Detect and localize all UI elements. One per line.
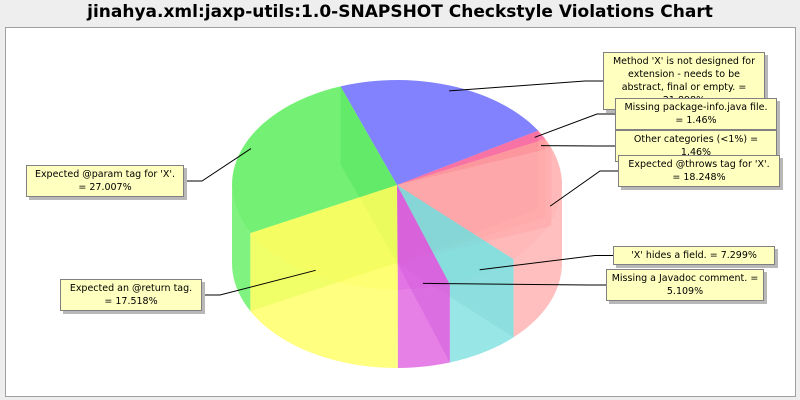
slice-label: Missing a Javadoc comment. = 5.109% [606,269,764,301]
leader-line-0 [449,80,603,92]
pie-slice-3 [397,147,562,260]
pie-slice-5 [397,185,450,290]
pie-slice-6 [250,185,398,290]
pie-top-faces [232,80,562,290]
pie-side-7 [232,185,251,312]
slice-label: Expected @param tag for 'X'. = 27.007% [26,165,184,197]
pie-side-4 [449,259,514,363]
leader-line-3 [549,170,618,207]
pie-slice-7 [232,86,397,234]
leader-line-4 [479,255,613,271]
pie-side-3 [513,185,562,338]
leader-line-1 [534,113,615,138]
pie-slice-1 [397,130,546,185]
pie-side-6 [250,233,398,368]
leader-line-7 [184,148,252,182]
pie-slice-4 [397,185,514,285]
pie-chart [184,80,618,368]
plot-area: Method 'X' is not designed for extension… [5,27,796,397]
pie-slice-2 [397,139,552,185]
slice-label: Missing package-info.java file. = 1.46% [615,98,777,130]
pie-side-5 [397,284,450,368]
leader-line-6 [202,269,316,296]
pie-side-walls [232,185,562,368]
leader-line-5 [422,282,606,286]
slice-label: Expected @throws tag for 'X'. = 18.248% [618,155,780,187]
slice-label: Expected an @return tag. = 17.518% [60,279,202,311]
pie-slice-0 [340,80,539,185]
slice-label: 'X' hides a field. = 7.299% [613,246,775,265]
label-leader-lines [184,80,618,296]
chart-title: jinahya.xml:jaxp-utils:1.0-SNAPSHOT Chec… [87,2,713,22]
